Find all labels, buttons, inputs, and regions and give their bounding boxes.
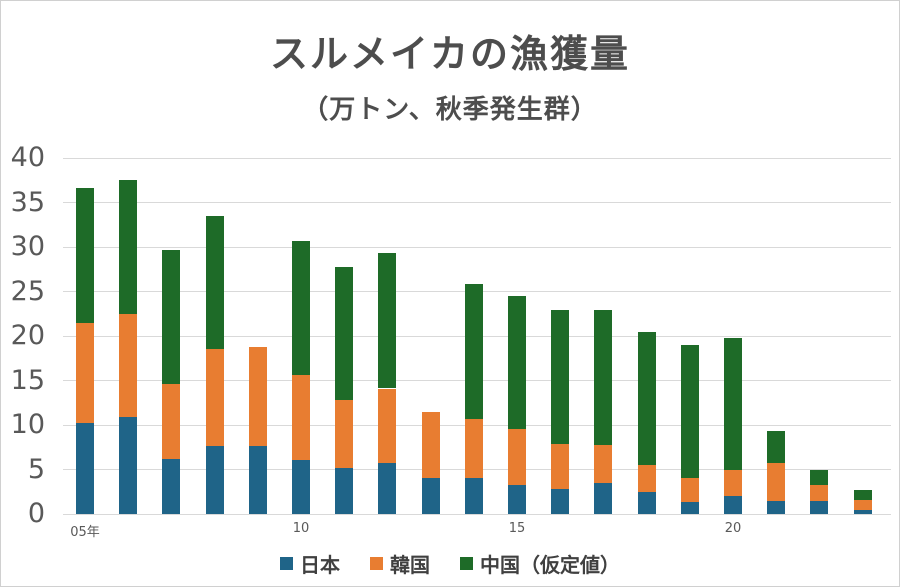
bar-segment-china-2008	[205, 215, 224, 350]
legend-swatch-japan	[280, 557, 293, 570]
bar-segment-china-2019	[680, 344, 699, 478]
bar-segment-korea-2005	[76, 322, 94, 424]
bar-segment-korea-2017	[594, 445, 613, 483]
bar-segment-japan-2015	[508, 484, 526, 514]
bar-segment-korea-2011	[335, 400, 354, 468]
bar-segment-korea-2012	[378, 388, 397, 464]
x-axis-tick-10: 10	[292, 521, 310, 536]
legend-item-japan: 日本	[280, 549, 340, 578]
bar-segment-china-2011	[335, 266, 354, 401]
bar-segment-korea-2009	[248, 346, 267, 447]
y-axis-tick-35: 35	[10, 186, 45, 218]
legend-label-korea: 韓国	[390, 553, 430, 577]
legend-swatch-china	[460, 557, 473, 570]
bar-segment-japan-2012	[378, 463, 397, 514]
bar-segment-japan-2006	[119, 416, 138, 514]
bar-segment-japan-2005	[76, 423, 94, 514]
y-axis-tick-15: 15	[10, 364, 45, 396]
bar-segment-japan-2020	[724, 496, 742, 514]
bar-segment-china-2014	[464, 284, 483, 419]
bar-segment-japan-2016	[551, 489, 570, 514]
gridline-y-30	[63, 246, 891, 248]
y-axis-tick-20: 20	[10, 320, 45, 351]
bar-segment-china-2016	[551, 310, 570, 444]
gridline-y-0	[63, 513, 891, 515]
x-axis-tick-15: 15	[508, 521, 526, 536]
bar-segment-china-2017	[594, 310, 613, 446]
bar-segment-korea-2014	[464, 418, 483, 479]
legend: 日本 韓国 中国（仮定値）	[1, 549, 899, 578]
bar-segment-japan-2023	[853, 509, 872, 514]
bar-segment-china-2023	[853, 489, 872, 500]
legend-label-china: 中国（仮定値）	[480, 553, 620, 577]
bar-segment-korea-2020	[724, 470, 742, 497]
legend-label-japan: 日本	[300, 553, 340, 577]
y-axis-tick-25: 25	[10, 275, 45, 307]
bar-segment-japan-2013	[421, 477, 440, 514]
bar-segment-china-2006	[119, 180, 138, 314]
bar-segment-china-2010	[292, 240, 310, 376]
bar-segment-japan-2009	[248, 446, 267, 514]
x-axis-tick-05年: 05年	[70, 525, 100, 540]
bar-segment-korea-2013	[421, 411, 440, 478]
bar-segment-korea-2010	[292, 375, 310, 460]
legend-item-china: 中国（仮定値）	[460, 549, 620, 578]
chart-title: スルメイカの漁獲量	[269, 32, 630, 76]
bar-segment-korea-2006	[119, 313, 138, 417]
bar-segment-china-2012	[378, 253, 397, 389]
bar-segment-japan-2014	[464, 478, 483, 514]
bar-segment-korea-2021	[767, 463, 786, 501]
bar-segment-china-2020	[724, 337, 742, 471]
y-axis-tick-40: 40	[10, 142, 45, 173]
gridline-y-40	[63, 157, 891, 159]
gridline-y-35	[63, 202, 891, 203]
bar-segment-china-2005	[76, 188, 94, 323]
bar-segment-japan-2017	[594, 482, 613, 514]
legend-item-korea: 韓国	[370, 549, 430, 578]
bar-segment-japan-2008	[205, 446, 224, 514]
bar-segment-korea-2007	[162, 384, 181, 459]
y-axis-tick-30: 30	[10, 231, 45, 262]
legend-swatch-korea	[370, 557, 383, 570]
y-axis-tick-0: 0	[27, 498, 45, 529]
x-axis-tick-20: 20	[724, 521, 742, 536]
bar-segment-japan-2018	[637, 491, 656, 514]
bar-segment-korea-2008	[205, 349, 224, 447]
bar-segment-korea-2023	[853, 499, 872, 510]
bar-segment-korea-2019	[680, 477, 699, 502]
bar-segment-china-2022	[810, 470, 829, 485]
y-axis-tick-10: 10	[10, 409, 45, 440]
bar-segment-china-2015	[508, 295, 526, 429]
bar-segment-korea-2016	[551, 443, 570, 490]
bar-segment-japan-2021	[767, 500, 786, 514]
bar-segment-china-2021	[767, 431, 786, 464]
bar-segment-korea-2018	[637, 465, 656, 492]
bar-segment-korea-2015	[508, 428, 526, 485]
bar-segment-japan-2019	[680, 501, 699, 514]
bar-segment-japan-2010	[292, 459, 310, 514]
bar-segment-china-2007	[162, 249, 181, 385]
bar-segment-japan-2022	[810, 500, 829, 514]
bar-segment-korea-2022	[810, 484, 829, 501]
y-axis-tick-5: 5	[27, 453, 45, 485]
bar-segment-japan-2007	[162, 458, 181, 514]
bar-segment-china-2018	[637, 332, 656, 466]
chart-subtitle: （万トン、秋季発生群）	[302, 95, 598, 125]
bar-segment-japan-2011	[335, 467, 354, 514]
